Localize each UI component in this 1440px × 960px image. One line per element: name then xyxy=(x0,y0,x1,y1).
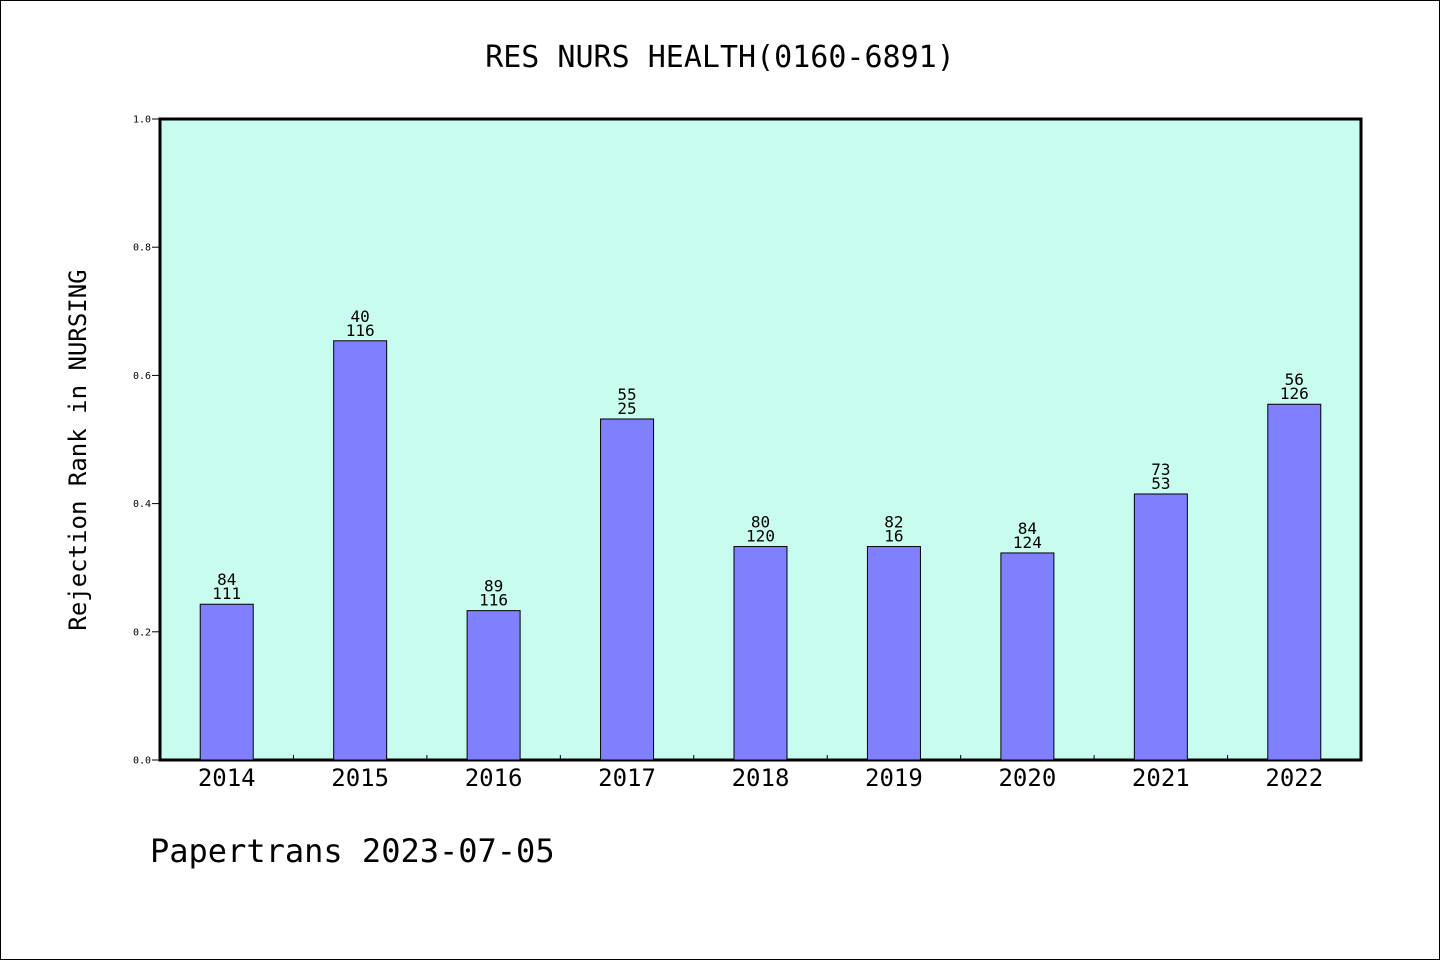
x-tick-label: 2017 xyxy=(598,764,656,792)
bar xyxy=(866,546,921,761)
y-tick-label: 0.0 xyxy=(133,756,151,767)
bar xyxy=(199,603,254,761)
bar-label-bottom: 111 xyxy=(212,584,241,603)
bar-label-bottom: 126 xyxy=(1280,384,1309,403)
x-tick-label: 2015 xyxy=(331,764,389,792)
footer-credit: Papertrans 2023-07-05 xyxy=(150,832,555,870)
bar xyxy=(733,546,788,761)
y-axis-label: Rejection Rank in NURSING xyxy=(64,269,92,630)
bar-label-bottom: 53 xyxy=(1151,474,1170,493)
bar-label-top: 73 xyxy=(1151,460,1170,479)
bar-label-top: 82 xyxy=(884,513,903,532)
x-tick-label: 2020 xyxy=(998,764,1056,792)
bar-label-top: 89 xyxy=(484,577,503,596)
bar-label-bottom: 124 xyxy=(1013,533,1042,552)
bar xyxy=(333,340,388,761)
bar-label-top: 84 xyxy=(217,570,236,589)
bar-label-bottom: 120 xyxy=(746,527,775,546)
bar-label-bottom: 25 xyxy=(617,399,636,418)
bar-label-top: 55 xyxy=(617,385,636,404)
x-tick-label: 2016 xyxy=(465,764,523,792)
y-tick-label: 0.2 xyxy=(133,627,151,638)
y-tick-label: 0.8 xyxy=(133,243,151,254)
x-tick-label: 2022 xyxy=(1265,764,1323,792)
bar xyxy=(1267,403,1322,761)
bar-label-bottom: 116 xyxy=(479,591,508,610)
bar xyxy=(1133,493,1188,761)
bar-label-top: 40 xyxy=(351,307,370,326)
x-tick-label: 2021 xyxy=(1132,764,1190,792)
x-tick-label: 2018 xyxy=(732,764,790,792)
bar-label-top: 56 xyxy=(1285,370,1304,389)
bar-label-bottom: 116 xyxy=(346,321,375,340)
y-tick-label: 1.0 xyxy=(133,115,151,126)
x-tick-label: 2014 xyxy=(198,764,256,792)
y-tick-label: 0.6 xyxy=(133,371,151,382)
bar-label-top: 84 xyxy=(1018,519,1037,538)
x-axis: 2014 2015 2016 2017 2018 2019 2020 2021 2022 xyxy=(198,755,1323,792)
y-tick-label: 0.4 xyxy=(133,499,151,510)
chart-title: RES NURS HEALTH(0160-6891) xyxy=(485,40,955,75)
bar xyxy=(600,418,655,761)
bar xyxy=(466,610,521,761)
bar-label-top: 80 xyxy=(751,513,770,532)
bar-label-bottom: 16 xyxy=(884,527,903,546)
x-tick-label: 2019 xyxy=(865,764,923,792)
bar xyxy=(1000,552,1055,761)
y-axis: 0.0 0.2 0.4 0.6 0.8 1.0 xyxy=(133,115,160,767)
